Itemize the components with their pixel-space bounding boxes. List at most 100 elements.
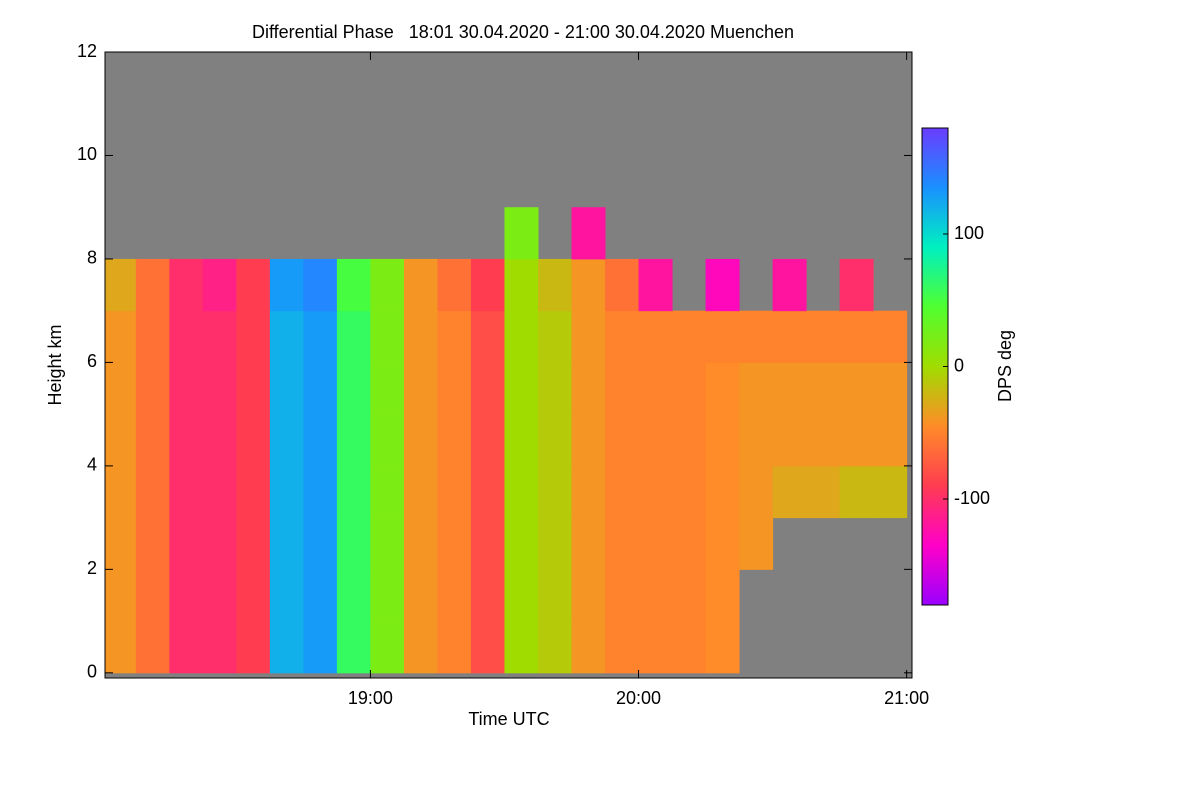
heatmap-cell <box>169 414 204 467</box>
colorbar-tick-label: 0 <box>954 355 964 375</box>
y-tick-label: 4 <box>87 455 97 475</box>
heatmap-cell <box>470 621 505 674</box>
heatmap-cell <box>403 414 438 467</box>
heatmap-cell <box>135 517 170 570</box>
heatmap-cell <box>169 362 204 415</box>
heatmap-cell <box>806 362 841 415</box>
heatmap-cell <box>336 258 371 312</box>
heatmap-cell <box>169 569 204 622</box>
heatmap-cell <box>403 569 438 622</box>
heatmap-cell <box>537 414 573 467</box>
heatmap-cell <box>135 569 170 622</box>
heatmap-cell <box>105 362 137 415</box>
heatmap-cell <box>370 258 405 312</box>
heatmap <box>105 207 908 674</box>
heatmap-cell <box>571 258 606 312</box>
heatmap-cell <box>236 517 271 570</box>
heatmap-cell <box>269 258 304 312</box>
heatmap-cell <box>605 258 640 312</box>
y-tick-label: 12 <box>77 41 97 61</box>
heatmap-cell <box>739 414 774 467</box>
heatmap-cell <box>537 621 573 674</box>
heatmap-cell <box>504 517 539 570</box>
heatmap-cell <box>303 621 338 674</box>
chart-title: Differential Phase 18:01 30.04.2020 - 21… <box>252 22 794 42</box>
heatmap-cell <box>571 569 606 622</box>
y-tick-label: 6 <box>87 351 97 371</box>
heatmap-cell <box>605 362 640 415</box>
heatmap-cell <box>236 621 271 674</box>
heatmap-cell <box>336 362 371 415</box>
heatmap-cell <box>537 258 573 312</box>
heatmap-cell <box>437 310 472 363</box>
heatmap-cell <box>739 310 774 363</box>
heatmap-cell <box>806 414 841 467</box>
heatmap-cell <box>169 465 204 519</box>
plot-frame <box>104 51 913 679</box>
heatmap-cell <box>105 258 137 312</box>
heatmap-cell <box>839 414 874 467</box>
x-tick-label: 19:00 <box>348 688 393 708</box>
heatmap-cell <box>303 258 338 312</box>
heatmap-cell <box>370 465 405 519</box>
heatmap-cell <box>739 465 774 519</box>
heatmap-cell <box>437 414 472 467</box>
heatmap-cell <box>504 465 539 519</box>
heatmap-cell <box>105 465 137 519</box>
heatmap-cell <box>739 517 774 570</box>
heatmap-cell <box>470 310 505 363</box>
y-tick-label: 10 <box>77 144 97 164</box>
heatmap-cell <box>403 621 438 674</box>
heatmap-cell <box>772 414 807 467</box>
heatmap-cell <box>336 569 371 622</box>
heatmap-cell <box>303 414 338 467</box>
heatmap-cell <box>839 362 874 415</box>
heatmap-cell <box>605 569 640 622</box>
heatmap-cell <box>236 569 271 622</box>
heatmap-cell <box>839 310 874 363</box>
heatmap-cell <box>672 517 707 570</box>
heatmap-cell <box>605 517 640 570</box>
heatmap-cell <box>437 621 472 674</box>
heatmap-cell <box>303 569 338 622</box>
heatmap-cell <box>403 362 438 415</box>
heatmap-cell <box>135 258 170 312</box>
heatmap-cell <box>470 414 505 467</box>
heatmap-cell <box>772 362 807 415</box>
heatmap-cell <box>370 310 405 363</box>
heatmap-cell <box>202 569 237 622</box>
heatmap-cell <box>537 465 573 519</box>
heatmap-cell <box>672 362 707 415</box>
heatmap-cell <box>839 465 874 519</box>
heatmap-cell <box>370 362 405 415</box>
heatmap-cell <box>739 362 774 415</box>
heatmap-cell <box>605 465 640 519</box>
heatmap-cell <box>504 258 539 312</box>
heatmap-cell <box>202 258 237 312</box>
heatmap-cell <box>571 207 606 260</box>
heatmap-cell <box>873 465 908 519</box>
heatmap-cell <box>269 621 304 674</box>
heatmap-cell <box>638 517 673 570</box>
heatmap-cell <box>437 517 472 570</box>
heatmap-cell <box>269 414 304 467</box>
heatmap-cell <box>202 310 237 363</box>
heatmap-cell <box>303 465 338 519</box>
heatmap-cell <box>370 621 405 674</box>
heatmap-cell <box>202 465 237 519</box>
heatmap-cell <box>638 258 673 312</box>
heatmap-cell <box>537 362 573 415</box>
heatmap-cell <box>638 621 673 674</box>
heatmap-cell <box>504 569 539 622</box>
heatmap-cell <box>169 517 204 570</box>
heatmap-cell <box>638 569 673 622</box>
x-axis-label: Time UTC <box>468 709 549 729</box>
heatmap-cell <box>403 465 438 519</box>
heatmap-cell <box>705 569 740 622</box>
heatmap-cell <box>705 362 740 415</box>
heatmap-cell <box>169 310 204 363</box>
x-tick-label: 21:00 <box>884 688 929 708</box>
heatmap-cell <box>504 621 539 674</box>
colorbar-tick-label: 100 <box>954 223 984 243</box>
